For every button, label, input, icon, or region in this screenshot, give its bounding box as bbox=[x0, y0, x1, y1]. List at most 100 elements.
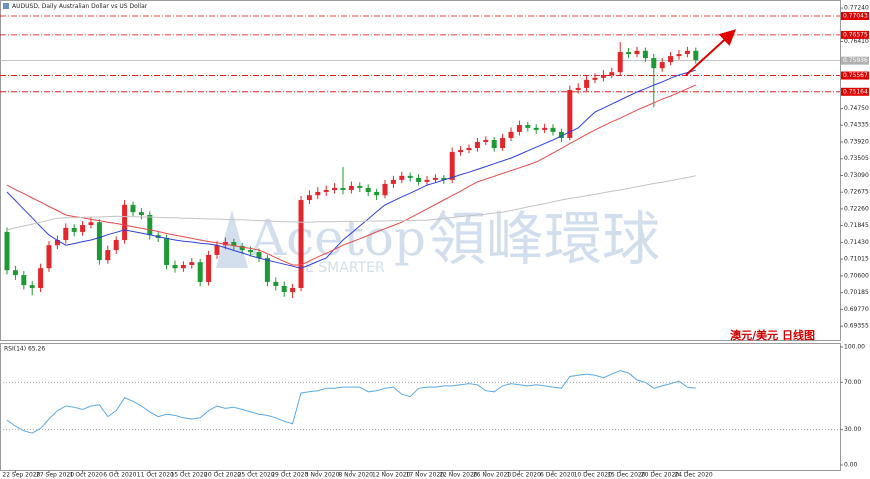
candle-body bbox=[617, 52, 623, 73]
level-label-box bbox=[841, 12, 869, 21]
x-tick-label: 20 Dec 2020 bbox=[641, 472, 680, 479]
candle-body bbox=[340, 187, 346, 190]
x-tick-label: 11 Oct 2020 bbox=[137, 472, 174, 479]
candle-body bbox=[533, 127, 539, 130]
candle-body bbox=[651, 58, 657, 69]
y-tick-label: 0.74335 bbox=[844, 122, 869, 129]
candle-body bbox=[491, 139, 497, 149]
candle-body bbox=[600, 75, 606, 78]
y-tick-label: 0.00 bbox=[844, 462, 858, 469]
y-tick-label: 0.71845 bbox=[844, 222, 869, 229]
candle-body bbox=[189, 262, 195, 265]
candle-body bbox=[4, 231, 10, 271]
candle-body bbox=[458, 150, 464, 153]
candle-body bbox=[21, 275, 27, 286]
level-label-box bbox=[841, 87, 869, 96]
x-tick-label: 17 Nov 2020 bbox=[406, 472, 445, 479]
candle-body bbox=[642, 50, 648, 59]
y-tick-label: 0.70185 bbox=[844, 289, 869, 296]
candle-body bbox=[668, 56, 674, 63]
candle-body bbox=[374, 191, 380, 196]
trend-arrow bbox=[685, 29, 736, 76]
candle-body bbox=[122, 204, 128, 240]
candle-body bbox=[54, 239, 60, 246]
x-tick-label: 6 Dec 2020 bbox=[540, 472, 575, 479]
rsi-panel bbox=[0, 343, 841, 471]
candle-body bbox=[298, 200, 304, 288]
watermark-chinese: 領峰環球 bbox=[428, 205, 660, 273]
candle-body bbox=[693, 50, 699, 61]
level-label: 0.77043 bbox=[843, 13, 868, 20]
candle-body bbox=[197, 262, 203, 282]
candle-body bbox=[315, 191, 321, 196]
moving-average bbox=[6, 69, 696, 269]
candle-body bbox=[634, 50, 640, 55]
candle-body bbox=[248, 250, 254, 253]
candle-body bbox=[609, 72, 615, 76]
rsi-title: RSI(14) 65.26 bbox=[4, 346, 45, 353]
candle-body bbox=[424, 179, 430, 182]
x-tick-label: 6 Oct 2020 bbox=[103, 472, 136, 479]
candle-body bbox=[281, 285, 287, 293]
candle-body bbox=[96, 222, 102, 261]
candle-body bbox=[273, 281, 279, 286]
candle-body bbox=[46, 245, 52, 269]
candle-body bbox=[264, 258, 270, 282]
candle-body bbox=[365, 187, 371, 192]
y-tick-label: 0.77240 bbox=[844, 5, 869, 12]
moving-average bbox=[6, 84, 696, 266]
candle-body bbox=[483, 139, 489, 142]
level-label: 0.75936 bbox=[843, 57, 868, 64]
level-label: 0.76575 bbox=[843, 31, 868, 38]
y-tick-label: 0.73090 bbox=[844, 172, 869, 179]
level-label-box bbox=[841, 56, 869, 65]
chart-title: AUDUSD, Daily Australian Dollar vs US Do… bbox=[12, 3, 148, 10]
candle-body bbox=[332, 187, 338, 190]
candle-body bbox=[567, 89, 573, 138]
candle-body bbox=[71, 227, 77, 232]
candle-body bbox=[441, 177, 447, 180]
candle-body bbox=[474, 141, 480, 149]
candle-body bbox=[164, 237, 170, 265]
candle-body bbox=[222, 241, 228, 246]
candle-body bbox=[88, 222, 94, 226]
candle-body bbox=[29, 285, 35, 288]
x-tick-label: 15 Dec 2020 bbox=[607, 472, 646, 479]
x-tick-label: 1 Oct 2020 bbox=[70, 472, 103, 479]
candle-body bbox=[550, 127, 556, 132]
candle-body bbox=[130, 204, 136, 213]
annotation: 澳元/美元 日线图 bbox=[730, 328, 815, 342]
level-label: 0.75164 bbox=[843, 88, 868, 95]
candle-body bbox=[466, 148, 472, 151]
candle-body bbox=[584, 79, 590, 88]
y-tick-label: 0.72260 bbox=[844, 205, 869, 212]
y-tick-label: 0.69770 bbox=[844, 306, 869, 313]
y-tick-label: 0.73505 bbox=[844, 155, 869, 162]
candle-body bbox=[416, 177, 422, 182]
level-label-box bbox=[841, 30, 869, 39]
y-tick-label: 30.00 bbox=[844, 426, 861, 433]
x-tick-label: 22 Nov 2020 bbox=[439, 472, 478, 479]
candle-body bbox=[407, 175, 413, 178]
candle-body bbox=[214, 245, 220, 255]
watermark-logo bbox=[216, 210, 248, 268]
candle-body bbox=[449, 152, 455, 180]
watermark-slogan: E SMARTER bbox=[305, 260, 385, 276]
y-tick-label: 100.00 bbox=[844, 344, 865, 351]
candle-body bbox=[12, 270, 18, 276]
candle-body bbox=[147, 214, 153, 236]
candle-body bbox=[500, 137, 506, 149]
candle-body bbox=[256, 252, 262, 259]
y-tick-label: 0.72675 bbox=[844, 189, 869, 196]
watermark-brand: Acetop bbox=[249, 209, 426, 267]
candle-body bbox=[558, 131, 564, 138]
y-tick-label: 0.74750 bbox=[844, 105, 869, 112]
candle-body bbox=[525, 125, 531, 128]
symbol-icon bbox=[3, 3, 9, 9]
candle-body bbox=[206, 254, 212, 282]
candle-body bbox=[659, 62, 665, 69]
candle-body bbox=[63, 227, 69, 240]
y-tick-label: 0.69355 bbox=[844, 323, 869, 330]
candle-body bbox=[348, 185, 354, 190]
